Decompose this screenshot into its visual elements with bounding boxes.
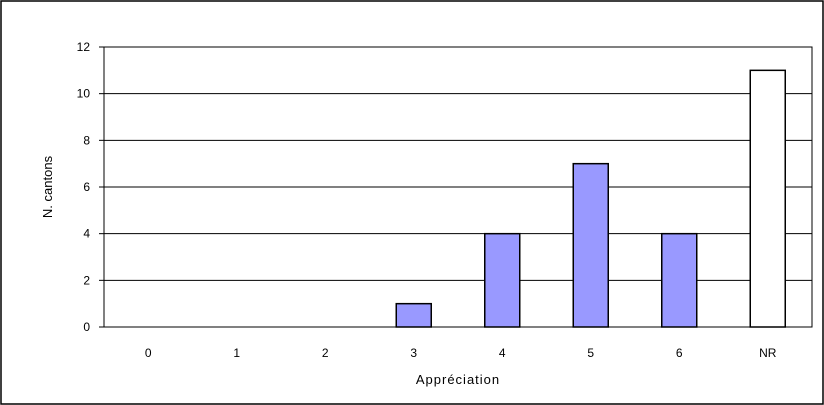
x-tick-label: 3: [410, 346, 417, 360]
y-axis-ticks: 0 2 4 6 8 10 12: [77, 40, 104, 334]
bar-nr: [749, 69, 786, 328]
y-tick-label: 2: [83, 273, 90, 287]
bar-3: [395, 302, 432, 328]
x-tick-label: 0: [145, 346, 152, 360]
bar-6: [661, 232, 698, 328]
x-tick-label: NR: [759, 346, 777, 360]
x-tick-label: 6: [676, 346, 683, 360]
x-tick-label: 1: [233, 346, 240, 360]
y-tick-label: 10: [77, 87, 91, 101]
y-tick-label: 0: [83, 320, 90, 334]
x-tick-label: 2: [322, 346, 329, 360]
x-axis-ticks: 0 1 2 3 4 5 6 NR: [145, 346, 777, 360]
x-tick-label: 5: [587, 346, 594, 360]
bars: [395, 69, 786, 328]
y-tick-label: 6: [83, 180, 90, 194]
x-axis-title: Appréciation: [416, 372, 500, 387]
y-tick-label: 4: [83, 227, 90, 241]
x-tick-label: 4: [499, 346, 506, 360]
bar-5: [572, 162, 609, 328]
y-axis-title: N. cantons: [40, 155, 55, 218]
y-tick-label: 12: [77, 40, 91, 54]
y-tick-label: 8: [83, 133, 90, 147]
bar-4: [484, 232, 521, 328]
